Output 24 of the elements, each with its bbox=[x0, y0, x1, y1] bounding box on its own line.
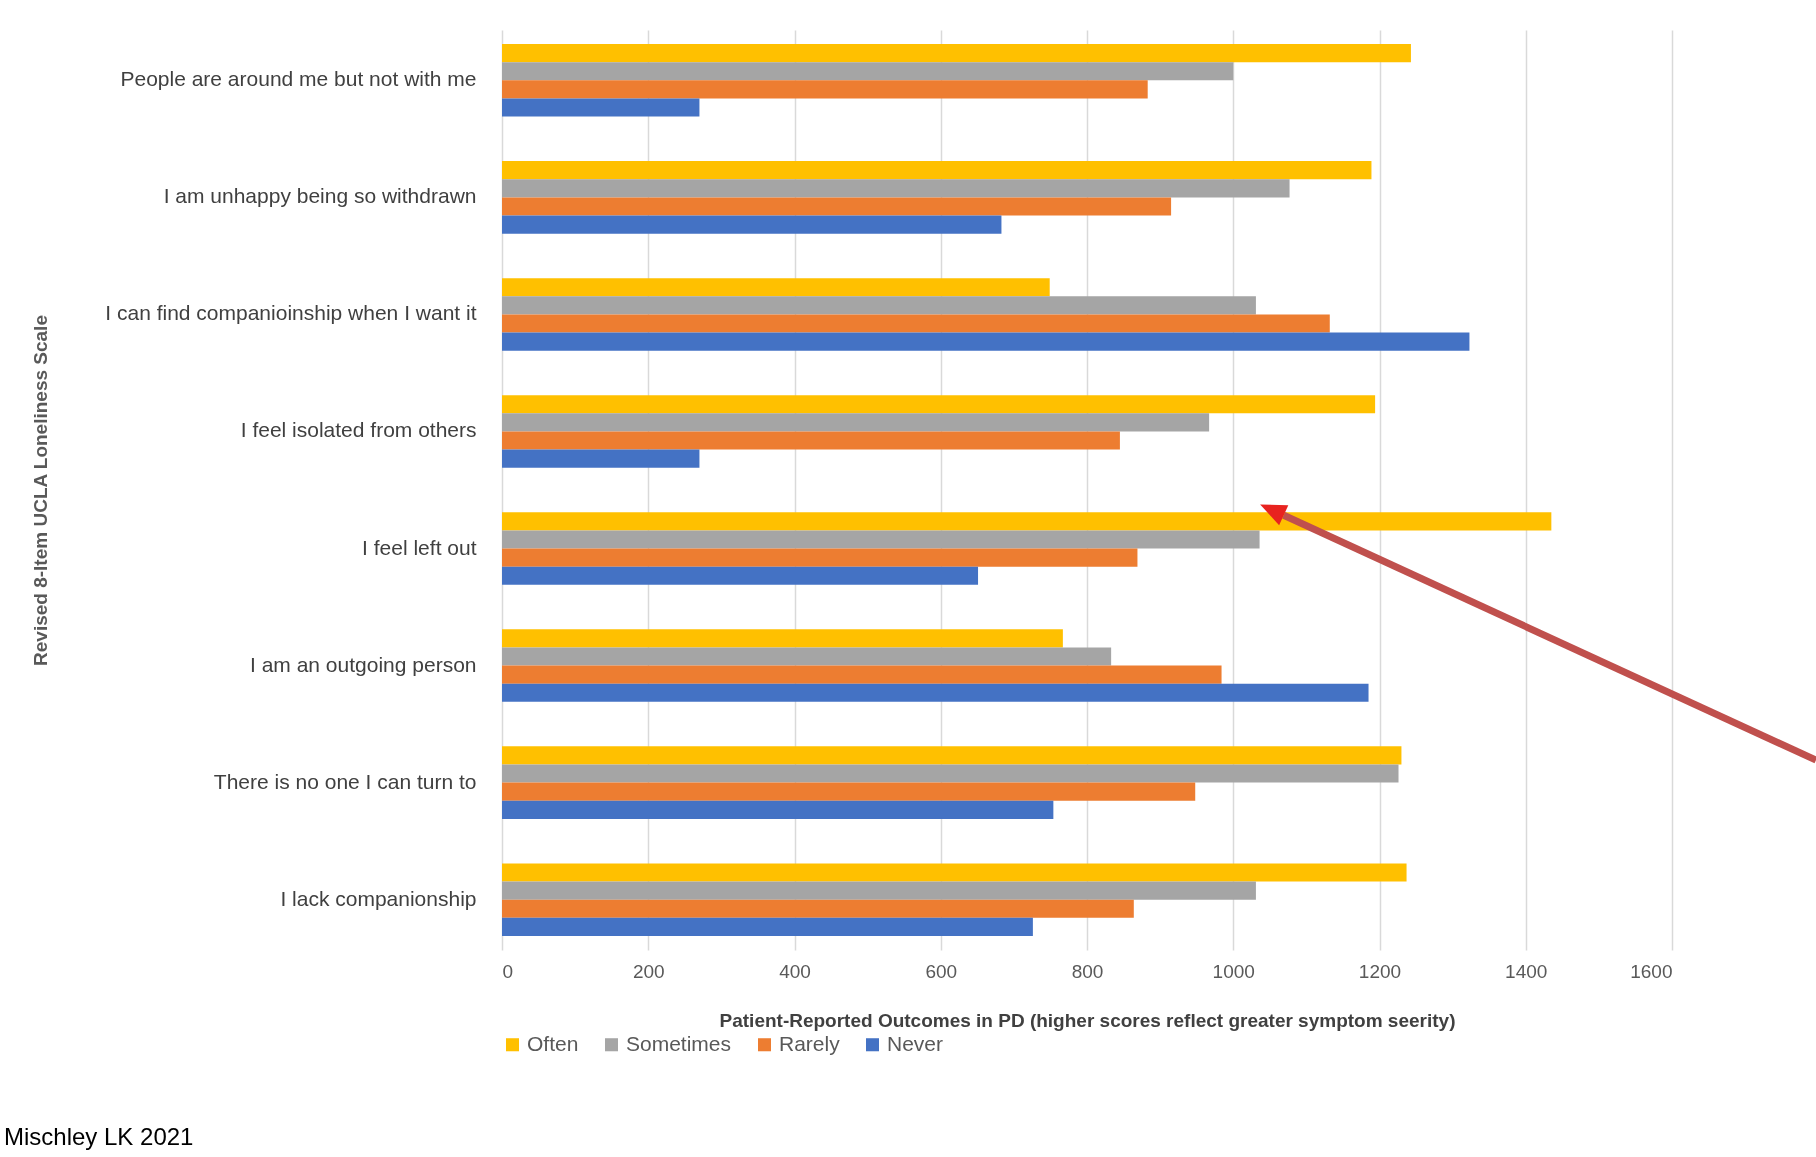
y-tick-label: I feel left out bbox=[362, 535, 477, 559]
y-tick-label: I am an outgoing person bbox=[250, 652, 477, 676]
y-tick-label: I can find companioinship when I want it bbox=[105, 301, 477, 325]
legend-label: Never bbox=[887, 1031, 944, 1055]
legend-label: Rarely bbox=[779, 1031, 841, 1055]
x-tick-label: 1600 bbox=[1630, 960, 1673, 982]
x-tick-label: 200 bbox=[632, 960, 665, 982]
text: Mischley LK 2021 bbox=[4, 1123, 194, 1151]
y-tick-label: There is no one I can turn to bbox=[213, 769, 477, 793]
x-tick-label: 600 bbox=[925, 960, 958, 982]
x-tick-label: 400 bbox=[779, 960, 811, 982]
legend-label: Often bbox=[527, 1031, 579, 1055]
y-tick-label: I feel isolated from others bbox=[240, 418, 477, 442]
y-tick-label: I am unhappy being so withdrawn bbox=[163, 184, 477, 208]
legend-label: Sometimes bbox=[626, 1031, 732, 1055]
x-tick-label: 0 bbox=[502, 960, 514, 982]
y-tick-label: People are around me but not with me bbox=[120, 67, 477, 91]
x-tick-label: 1000 bbox=[1212, 960, 1255, 982]
x-tick-label: 1200 bbox=[1358, 960, 1402, 982]
x-tick-label: 1400 bbox=[1505, 960, 1548, 982]
x-tick-label: 800 bbox=[1071, 960, 1104, 982]
x-axis-title: Patient-Reported Outcomes in PD (higher scores reflect greater symptom seerity) bbox=[719, 1009, 1456, 1031]
y-tick-label: I lack companionship bbox=[280, 886, 477, 910]
y-axis-title: Revised 8-Item UCLA Loneliness Scale bbox=[29, 315, 51, 666]
